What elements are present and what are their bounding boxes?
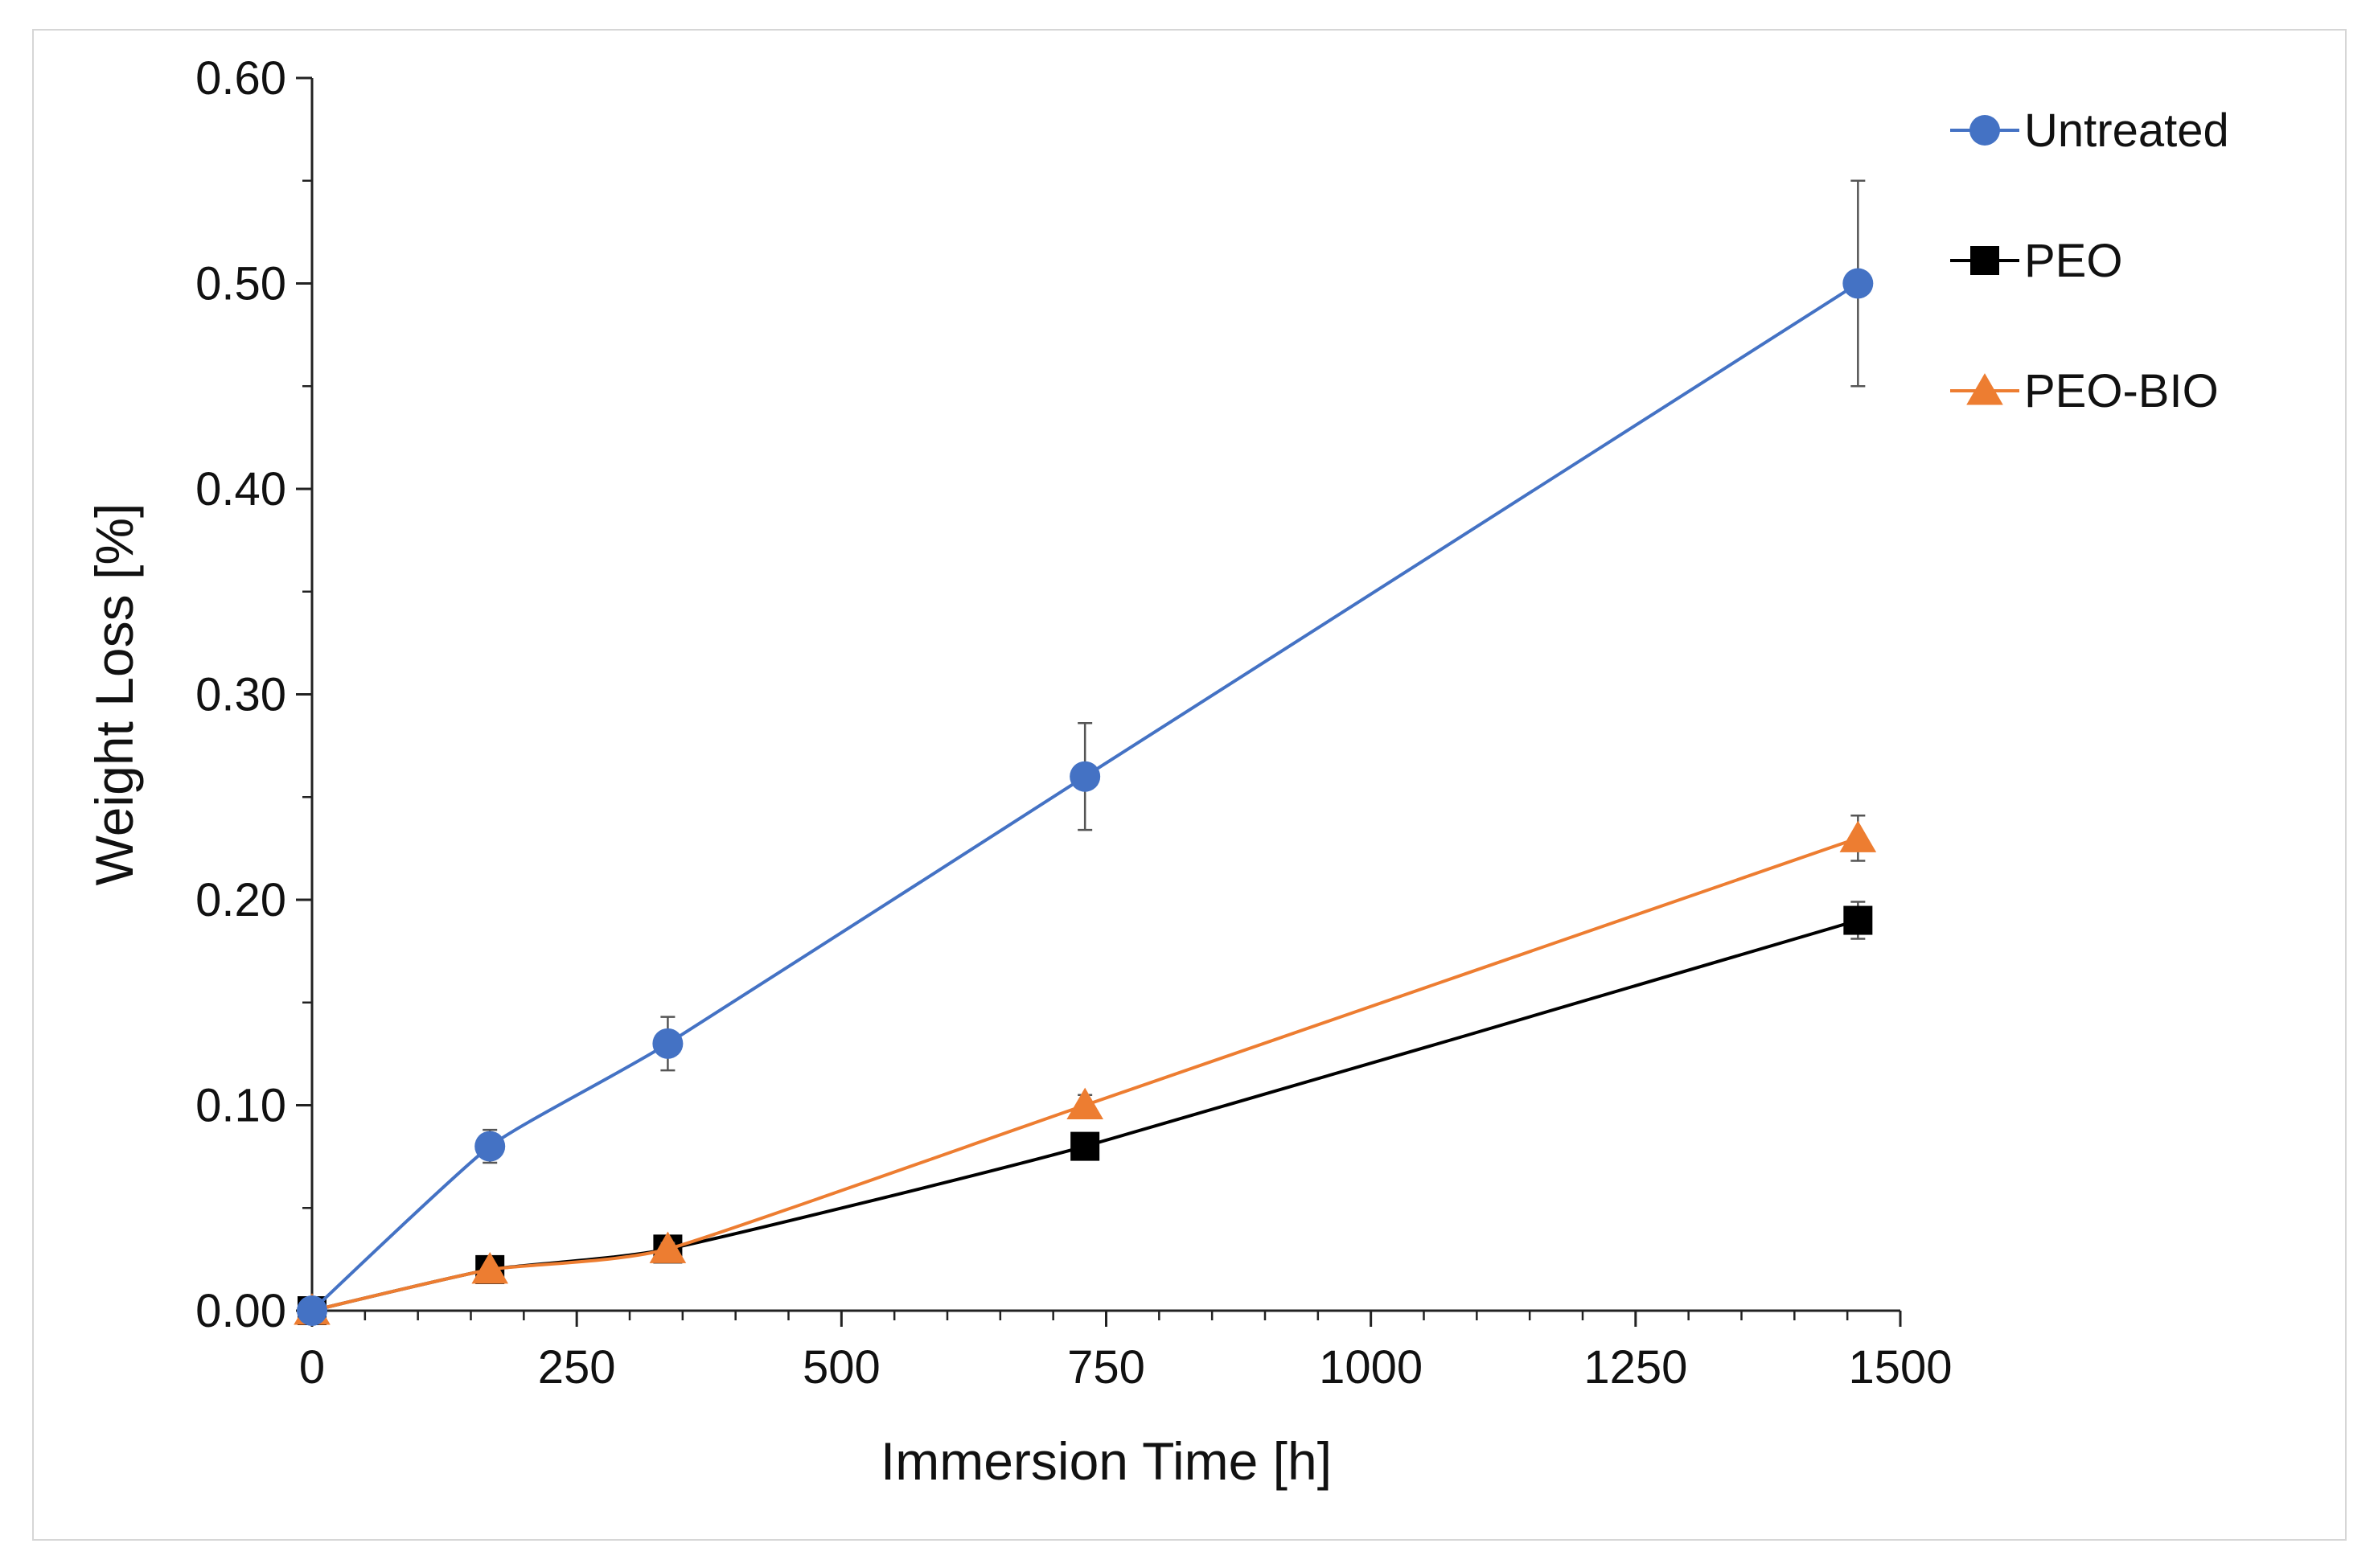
x-tick-label: 1000 xyxy=(1319,1341,1423,1394)
data-point xyxy=(1839,820,1877,852)
data-point xyxy=(652,1028,684,1059)
x-tick-label: 1250 xyxy=(1583,1341,1687,1394)
x-axis-title: Immersion Time [h] xyxy=(881,1431,1332,1491)
data-point xyxy=(297,1295,327,1326)
legend-swatch-marker xyxy=(1966,373,2003,405)
y-tick-label: 0.00 xyxy=(195,1285,286,1337)
legend-item: PEO-BIO xyxy=(1950,365,2219,417)
y-tick-label: 0.60 xyxy=(195,52,286,105)
legend: Untreated PEO PEO-BIO xyxy=(1950,105,2229,417)
x-tick-label: 1500 xyxy=(1848,1341,1952,1394)
legend-item: PEO xyxy=(1950,235,2123,287)
data-point xyxy=(649,1231,687,1263)
legend-label: Untreated xyxy=(2024,105,2229,157)
series-line xyxy=(311,836,1858,1312)
y-axis-title: Weight Loss [%] xyxy=(84,503,144,886)
x-tick-label: 0 xyxy=(299,1341,325,1394)
y-tick-label: 0.50 xyxy=(195,258,286,310)
axes: 0.00 0.10 0.20 0.30 0.40 0.50 0.60 0 250 500 750 10… xyxy=(195,52,1952,1394)
legend-item: Untreated xyxy=(1950,105,2229,157)
x-tick-label: 500 xyxy=(803,1341,881,1394)
series-line xyxy=(310,281,1859,1312)
y-tick-label: 0.30 xyxy=(195,669,286,721)
legend-label: PEO xyxy=(2024,235,2123,287)
data-point xyxy=(1842,268,1874,299)
series-peo-bio xyxy=(294,814,1877,1325)
figure-frame xyxy=(32,29,2347,1541)
plot-series xyxy=(294,179,1877,1326)
x-tick-label: 250 xyxy=(538,1341,616,1394)
data-point xyxy=(1066,1087,1103,1119)
legend-swatch-marker xyxy=(1969,115,2000,146)
x-tick-label: 750 xyxy=(1067,1341,1145,1394)
data-point xyxy=(471,1252,508,1284)
legend-swatch-marker xyxy=(1970,246,1999,275)
y-tick-label: 0.40 xyxy=(195,463,286,515)
y-tick-label: 0.10 xyxy=(195,1080,286,1132)
data-point xyxy=(1070,761,1101,792)
data-point xyxy=(1843,905,1873,935)
data-point xyxy=(1070,1131,1100,1161)
data-point xyxy=(474,1131,506,1162)
series-untreated xyxy=(297,179,1874,1326)
legend-label: PEO-BIO xyxy=(2024,365,2219,417)
y-tick-label: 0.20 xyxy=(195,874,286,926)
